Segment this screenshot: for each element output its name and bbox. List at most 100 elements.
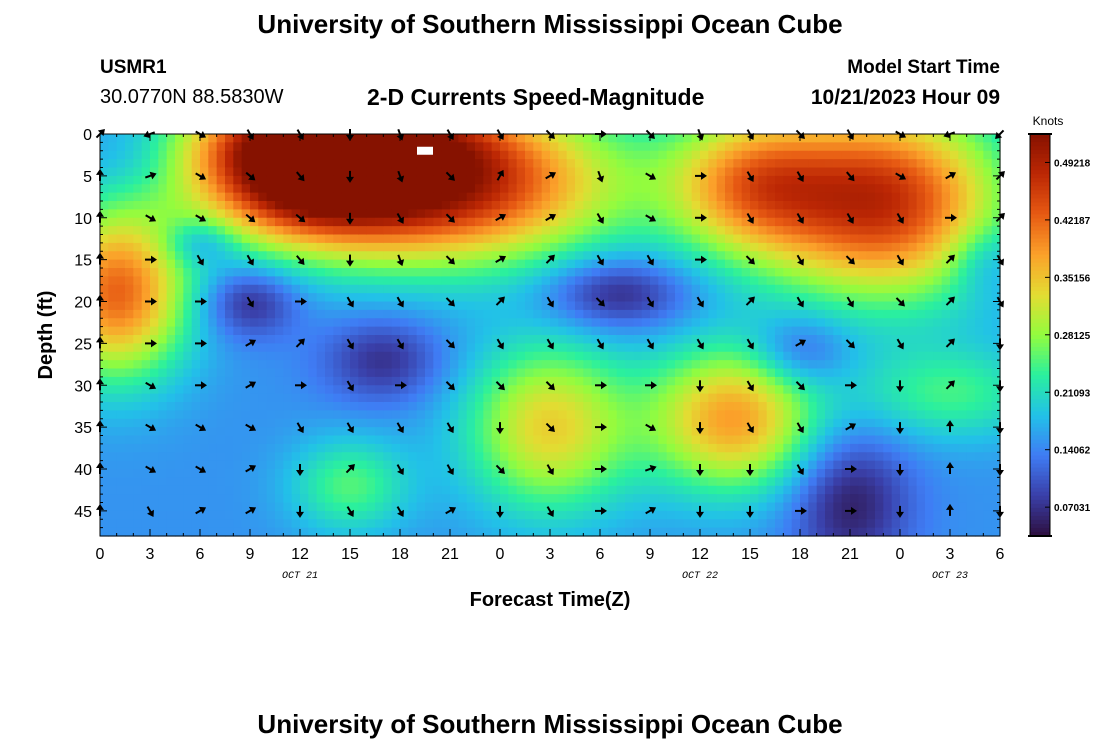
heatmap-cell <box>900 226 909 236</box>
heatmap-cell <box>500 343 509 353</box>
heatmap-cell <box>416 335 426 344</box>
heatmap-cell <box>525 301 534 311</box>
heatmap-cell <box>141 343 151 353</box>
heatmap-cell <box>525 393 534 403</box>
heatmap-cell <box>208 276 218 286</box>
heatmap-cell <box>133 435 143 445</box>
heatmap-cell <box>500 309 509 319</box>
heatmap-cell <box>183 309 193 319</box>
heatmap-cell <box>325 301 334 311</box>
heatmap-cell <box>608 318 618 328</box>
heatmap-cell <box>541 452 551 462</box>
heatmap-cell <box>108 150 118 160</box>
heatmap-cell <box>158 175 168 185</box>
heatmap-cell <box>883 502 893 512</box>
heatmap-cell <box>291 351 301 361</box>
heatmap-cell <box>433 242 443 252</box>
heatmap-cell <box>533 217 543 227</box>
heatmap-cell <box>733 209 743 219</box>
heatmap-cell <box>766 385 776 395</box>
heatmap-cell <box>266 226 276 236</box>
heatmap-cell <box>575 460 584 470</box>
heatmap-cell <box>916 242 926 252</box>
heatmap-cell <box>808 318 818 328</box>
heatmap-cell <box>666 175 676 185</box>
heatmap-cell <box>258 351 268 361</box>
heatmap-cell <box>816 301 826 311</box>
heatmap-cell <box>408 217 418 227</box>
heatmap-cell <box>625 343 634 353</box>
heatmap-cell <box>516 443 526 453</box>
heatmap-cell <box>908 268 918 277</box>
heatmap-cell <box>591 435 601 445</box>
heatmap-cell <box>625 309 634 319</box>
heatmap-cell <box>375 192 384 202</box>
heatmap-cell <box>350 259 359 269</box>
heatmap-cell <box>483 268 493 277</box>
heatmap-cell <box>675 351 684 361</box>
heatmap-cell <box>933 443 943 453</box>
heatmap-cell <box>691 443 701 453</box>
heatmap-cell <box>100 418 109 428</box>
heatmap-cell <box>733 485 743 495</box>
heatmap-cell <box>516 209 526 219</box>
heatmap-cell <box>625 276 634 286</box>
heatmap-cell <box>416 284 426 294</box>
heatmap-cell <box>891 284 901 294</box>
heatmap-cell <box>558 494 568 504</box>
heatmap-cell <box>775 326 784 336</box>
heatmap-cell <box>658 485 668 495</box>
heatmap-cell <box>191 376 201 386</box>
heatmap-cell <box>658 435 668 445</box>
heatmap-cell <box>808 309 818 319</box>
heatmap-cell <box>733 452 743 462</box>
heatmap-cell <box>550 393 559 403</box>
heatmap-cell <box>341 159 351 169</box>
heatmap-cell <box>541 259 551 269</box>
heatmap-cell <box>725 242 734 252</box>
heatmap-cell <box>316 293 326 303</box>
heatmap-cell <box>716 443 726 453</box>
heatmap-cell <box>708 393 718 403</box>
heatmap-cell <box>333 234 343 244</box>
heatmap-cell <box>850 477 859 487</box>
heatmap-cell <box>508 309 518 319</box>
heatmap-cell <box>775 167 784 177</box>
heatmap-cell <box>666 217 676 227</box>
heatmap-cell <box>650 393 659 403</box>
heatmap-cell <box>441 134 451 143</box>
heatmap-cell <box>225 452 234 462</box>
heatmap-cell <box>158 460 168 470</box>
heatmap-cell <box>358 410 368 420</box>
heatmap-cell <box>591 284 601 294</box>
heatmap-cell <box>908 460 918 470</box>
heatmap-cell <box>933 175 943 185</box>
heatmap-cell <box>141 427 151 437</box>
heatmap-cell <box>116 309 126 319</box>
heatmap-cell <box>316 268 326 277</box>
heatmap-cell <box>575 519 584 529</box>
heatmap-cell <box>916 427 926 437</box>
heatmap-cell <box>550 242 559 252</box>
heatmap-cell <box>158 134 168 143</box>
heatmap-cell <box>491 167 501 177</box>
heatmap-cell <box>541 251 551 261</box>
heatmap-cell <box>125 427 134 437</box>
heatmap-cell <box>925 201 934 210</box>
heatmap-cell <box>175 418 184 428</box>
heatmap-cell <box>658 452 668 462</box>
heatmap-cell <box>941 427 951 437</box>
heatmap-cell <box>508 301 518 311</box>
heatmap-cell <box>575 242 584 252</box>
heatmap-cell <box>908 527 918 537</box>
heatmap-cell <box>775 368 784 378</box>
heatmap-cell <box>333 360 343 370</box>
heatmap-cell <box>875 460 884 470</box>
heatmap-cell <box>650 217 659 227</box>
heatmap-cell <box>266 494 276 504</box>
heatmap-cell <box>550 284 559 294</box>
heatmap-cell <box>308 293 318 303</box>
heatmap-cell <box>525 527 534 537</box>
heatmap-cell <box>491 376 501 386</box>
heatmap-cell <box>508 376 518 386</box>
